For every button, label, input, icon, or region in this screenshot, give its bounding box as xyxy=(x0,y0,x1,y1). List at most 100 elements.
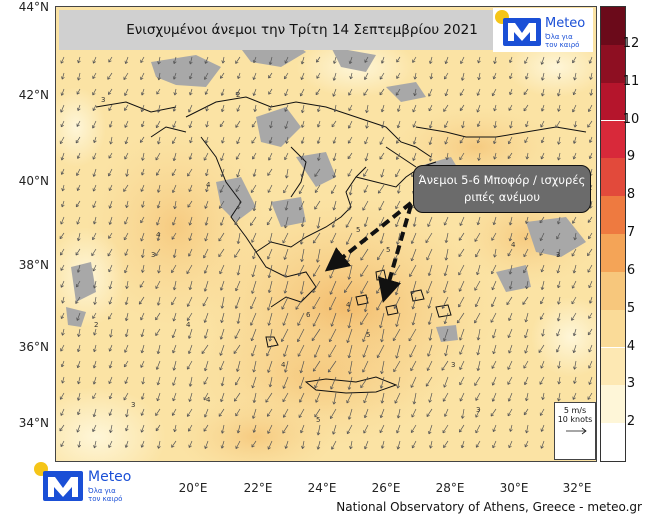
wind-arrow xyxy=(379,152,385,160)
svg-text:4: 4 xyxy=(206,396,211,404)
svg-text:5: 5 xyxy=(316,416,320,424)
wind-arrow xyxy=(172,152,177,162)
wind-arrow xyxy=(555,120,561,129)
wind-arrow xyxy=(59,232,65,240)
wind-arrow xyxy=(300,216,305,228)
wind-arrow xyxy=(59,136,65,145)
wind-arrow xyxy=(456,312,465,324)
wind-arrow xyxy=(312,360,321,372)
reference-vector-line1: 5 m/s xyxy=(563,406,587,415)
wind-arrow xyxy=(220,424,225,434)
wind-arrow xyxy=(332,424,337,435)
wind-arrow xyxy=(186,360,193,370)
wind-arrow xyxy=(233,392,241,402)
wind-arrow xyxy=(172,56,177,64)
wind-arrow xyxy=(459,360,465,371)
wind-arrow xyxy=(360,280,369,295)
wind-arrow xyxy=(557,152,561,161)
wind-arrow xyxy=(523,376,529,386)
wind-arrow xyxy=(124,152,129,160)
wind-arrow xyxy=(92,200,97,208)
wind-arrow xyxy=(427,344,433,357)
wind-arrow xyxy=(491,280,497,291)
lon-label-20: 20°E xyxy=(178,481,208,495)
wind-arrow xyxy=(220,296,225,309)
wind-arrow xyxy=(425,232,433,244)
wind-arrow xyxy=(251,344,257,357)
wind-arrow xyxy=(156,392,161,402)
wind-arrow xyxy=(141,376,145,385)
scale-swatch xyxy=(601,423,625,461)
scale-swatch xyxy=(601,82,625,121)
wind-arrow xyxy=(379,424,385,434)
wind-arrow xyxy=(507,392,513,402)
wind-arrow xyxy=(251,408,257,419)
logo-bottom-tagline-line2: τον καιρό xyxy=(88,495,123,503)
wind-arrow xyxy=(330,376,337,390)
wind-arrow xyxy=(409,264,417,277)
wind-arrow xyxy=(203,152,209,161)
wind-arrow xyxy=(509,424,513,432)
wind-arrow xyxy=(140,392,145,400)
meteo-logo-bottom-icon xyxy=(34,462,83,501)
wind-arrow xyxy=(139,136,145,143)
wind-arrow xyxy=(412,152,417,161)
wind-arrow xyxy=(396,104,401,112)
scale-swatch xyxy=(601,271,625,310)
wind-arrow xyxy=(477,72,481,81)
wind-arrow xyxy=(363,440,369,450)
scale-swatch xyxy=(601,385,625,424)
wind-arrow xyxy=(458,264,465,276)
wind-arrow xyxy=(140,72,145,81)
wind-arrow xyxy=(157,440,161,449)
wind-arrow xyxy=(588,344,593,353)
wind-arrow xyxy=(427,264,433,277)
wind-arrow xyxy=(60,56,65,64)
wind-arrow xyxy=(188,376,193,387)
wind-arrow xyxy=(428,136,433,146)
wind-arrow xyxy=(155,120,161,129)
wind-arrow xyxy=(524,136,529,144)
wind-arrow xyxy=(572,56,577,64)
svg-text:3: 3 xyxy=(101,96,105,104)
wind-arrow xyxy=(171,408,177,416)
wind-arrow xyxy=(427,296,433,309)
wind-arrow xyxy=(108,104,113,112)
wind-field-map: 324 432 454 654 345 333 543 xyxy=(56,7,596,461)
wind-arrow xyxy=(220,392,225,403)
wind-arrow xyxy=(265,392,273,403)
wind-arrow xyxy=(298,200,305,211)
wind-arrow xyxy=(156,184,161,193)
wind-arrow xyxy=(171,168,177,176)
wind-arrow xyxy=(379,72,385,80)
wind-arrow xyxy=(392,328,401,342)
wind-arrow xyxy=(410,248,417,262)
scale-swatch xyxy=(601,120,625,159)
wind-arrow xyxy=(203,360,209,372)
wind-arrow xyxy=(234,280,241,292)
wind-arrow xyxy=(476,104,481,113)
logo-bottom-brand-text: Meteo xyxy=(88,469,132,485)
wind-arrow xyxy=(492,72,497,80)
wind-arrow xyxy=(156,376,161,386)
wind-arrow xyxy=(299,280,305,295)
wind-arrow xyxy=(60,344,65,352)
wind-arrow xyxy=(108,392,113,400)
wind-arrow xyxy=(141,248,145,259)
wind-arrow xyxy=(332,200,337,211)
meteo-logo-icon xyxy=(495,10,541,46)
wind-arrow xyxy=(330,232,337,244)
wind-arrow xyxy=(155,152,161,161)
wind-arrow xyxy=(124,248,129,256)
wind-arrow xyxy=(124,136,129,145)
wind-arrow xyxy=(219,120,225,128)
wind-arrow xyxy=(493,120,497,129)
wind-arrow xyxy=(220,312,225,323)
wind-arrow xyxy=(343,280,353,293)
wind-arrow xyxy=(77,104,81,111)
wind-arrow xyxy=(410,424,417,433)
wind-arrow xyxy=(267,296,273,311)
wind-arrow xyxy=(316,424,321,436)
wind-arrow xyxy=(234,216,241,226)
wind-arrow xyxy=(140,184,145,192)
